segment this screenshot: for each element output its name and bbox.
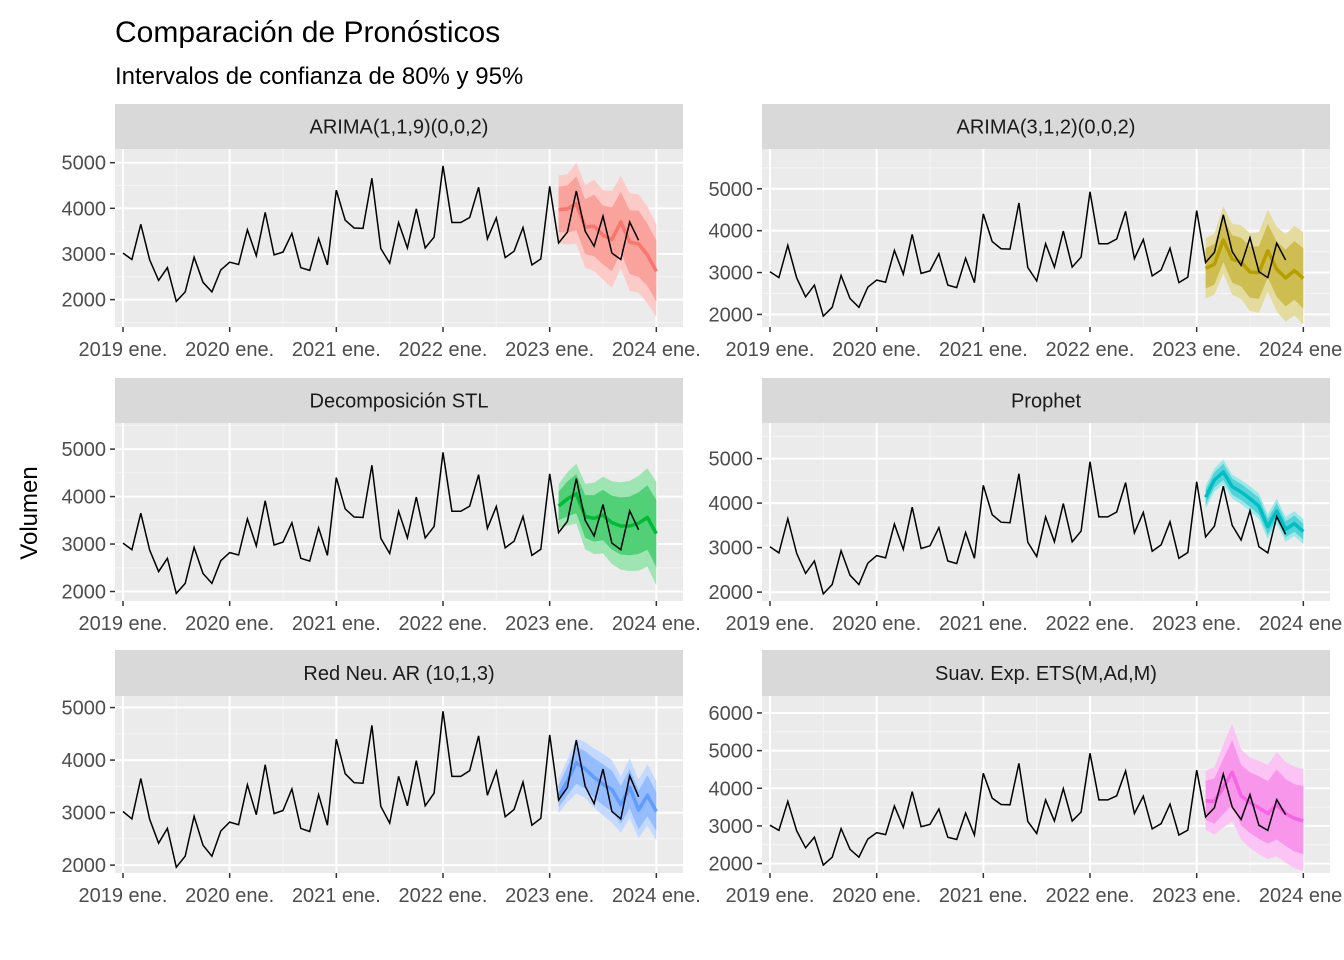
x-tick-label: 2021 ene. [939, 339, 1028, 361]
x-tick-label: 2019 ene. [79, 339, 168, 361]
forecast-mean-line [1204, 470, 1305, 533]
forecast-mean-line [557, 491, 658, 535]
x-tick-label: 2021 ene. [292, 885, 381, 907]
y-tick-label: 4000 [709, 221, 754, 243]
y-tick-label: 5000 [709, 179, 754, 201]
x-tick-label: 2020 ene. [832, 339, 921, 361]
facet-panel: Suav. Exp. ETS(M,Ad,M) 2000 3000 4000 5000 60… [709, 650, 1344, 907]
x-tick-label: 2021 ene. [292, 339, 381, 361]
y-tick-label: 2000 [62, 855, 107, 877]
chart-subtitle: Intervalos de confianza de 80% y 95% [115, 63, 523, 90]
x-tick-label: 2022 ene. [399, 885, 488, 907]
facet-panel: Decomposición STL 2000 3000 4000 5000 2019 en… [62, 378, 701, 635]
x-tick-label: 2023 ene. [1152, 885, 1241, 907]
y-tick-label: 3000 [709, 263, 754, 285]
y-tick-label: 6000 [709, 703, 754, 725]
y-tick-label: 4000 [709, 493, 754, 515]
x-tick-label: 2020 ene. [832, 613, 921, 635]
y-tick-label: 5000 [709, 449, 754, 471]
facet-strip-label: Red Neu. AR (10,1,3) [303, 663, 494, 685]
facet-strip [762, 378, 1330, 423]
x-tick-label: 2022 ene. [1046, 613, 1135, 635]
facet-strip [762, 650, 1330, 696]
x-tick-label: 2024 ene. [612, 613, 701, 635]
facet-panel: Prophet 2000 3000 4000 5000 2019 ene. 2020 ene… [709, 378, 1344, 635]
x-tick-label: 2019 ene. [79, 885, 168, 907]
x-tick-label: 2023 ene. [505, 339, 594, 361]
y-tick-label: 3000 [62, 534, 107, 556]
observed-series-line [122, 165, 640, 303]
y-tick-label: 5000 [62, 439, 107, 461]
y-tick-label: 2000 [62, 582, 107, 604]
facet-panels: ARIMA(1,1,9)(0,0,2) 2000 3000 4000 5000 2019 … [62, 104, 1344, 907]
observed-series-line [769, 461, 1287, 596]
y-tick-label: 5000 [62, 153, 107, 175]
x-tick-label: 2024 ene. [1259, 339, 1344, 361]
band-80 [1205, 740, 1304, 855]
x-tick-label: 2020 ene. [185, 613, 274, 635]
x-tick-label: 2022 ene. [1046, 339, 1135, 361]
facet-panel: ARIMA(1,1,9)(0,0,2) 2000 3000 4000 5000 2019 … [62, 104, 701, 361]
x-tick-label: 2021 ene. [292, 613, 381, 635]
facet-panel: Red Neu. AR (10,1,3) 2000 3000 4000 5000 2019… [62, 650, 701, 907]
observed-series-line [122, 711, 640, 869]
x-tick-label: 2019 ene. [726, 339, 815, 361]
facet-strip-label: Decomposición STL [310, 391, 489, 413]
forecast-mean-line [1205, 770, 1304, 823]
y-tick-label: 4000 [62, 198, 107, 220]
x-tick-label: 2024 ene. [1259, 613, 1344, 635]
x-tick-label: 2023 ene. [505, 613, 594, 635]
x-tick-label: 2019 ene. [79, 613, 168, 635]
x-tick-label: 2024 ene. [1259, 885, 1344, 907]
facet-strip [115, 650, 683, 696]
facet-strip [115, 378, 683, 423]
facet-strip-label: Suav. Exp. ETS(M,Ad,M) [935, 663, 1157, 685]
y-tick-label: 5000 [709, 741, 754, 763]
y-tick-label: 3000 [62, 803, 107, 825]
observed-series-line [122, 452, 640, 595]
x-tick-label: 2022 ene. [399, 613, 488, 635]
forecast-mean-line [1204, 238, 1305, 280]
y-tick-label: 2000 [709, 854, 754, 876]
x-tick-label: 2023 ene. [1152, 339, 1241, 361]
y-axis-label: Volumen [16, 466, 43, 559]
x-tick-label: 2019 ene. [726, 613, 815, 635]
y-tick-label: 4000 [709, 778, 754, 800]
x-tick-label: 2023 ene. [505, 885, 594, 907]
y-tick-label: 3000 [709, 538, 754, 560]
facet-strip-label: ARIMA(3,1,2)(0,0,2) [957, 117, 1136, 139]
x-tick-label: 2020 ene. [185, 885, 274, 907]
x-tick-label: 2022 ene. [399, 339, 488, 361]
y-tick-label: 4000 [62, 750, 107, 772]
x-tick-label: 2020 ene. [185, 339, 274, 361]
y-tick-label: 2000 [709, 304, 754, 326]
x-tick-label: 2023 ene. [1152, 613, 1241, 635]
x-tick-label: 2021 ene. [939, 613, 1028, 635]
y-tick-label: 2000 [62, 290, 107, 312]
x-tick-label: 2022 ene. [1046, 885, 1135, 907]
y-tick-label: 3000 [709, 816, 754, 838]
panel-background [762, 423, 1330, 601]
y-tick-label: 5000 [62, 698, 107, 720]
y-tick-label: 2000 [709, 582, 754, 604]
chart-title: Comparación de Pronósticos [115, 16, 500, 49]
y-tick-label: 4000 [62, 487, 107, 509]
x-tick-label: 2024 ene. [612, 885, 701, 907]
x-tick-label: 2019 ene. [726, 885, 815, 907]
x-tick-label: 2020 ene. [832, 885, 921, 907]
facet-strip-label: ARIMA(1,1,9)(0,0,2) [310, 117, 489, 139]
x-tick-label: 2021 ene. [939, 885, 1028, 907]
facet-panel: ARIMA(3,1,2)(0,0,2) 2000 3000 4000 5000 2019 … [709, 104, 1344, 361]
facet-strip-label: Prophet [1011, 391, 1081, 413]
y-tick-label: 3000 [62, 244, 107, 266]
facet-strip [115, 104, 683, 149]
facet-strip [762, 104, 1330, 149]
x-tick-label: 2024 ene. [612, 339, 701, 361]
observed-series-line [769, 753, 1287, 867]
observed-series-line [769, 191, 1287, 318]
